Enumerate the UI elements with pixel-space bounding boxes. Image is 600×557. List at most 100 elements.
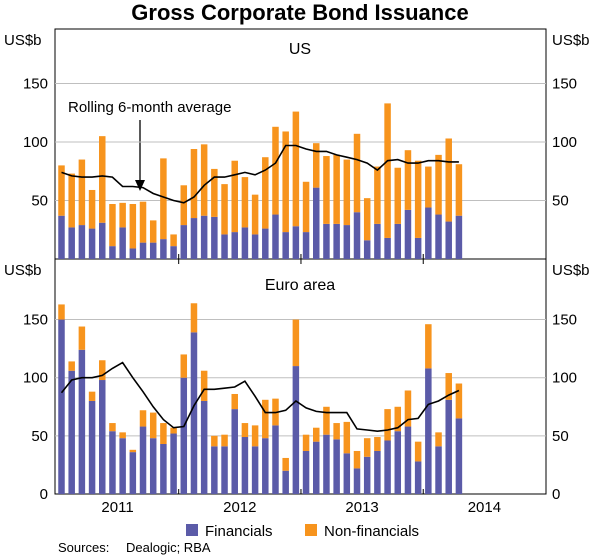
us-bar-financials (251, 234, 259, 259)
legend-swatch-non-financials (305, 524, 317, 536)
us-bar-non-financials (190, 149, 198, 219)
euro-bar-financials (160, 443, 167, 494)
euro-bar-non-financials (58, 304, 65, 320)
euro-bar-financials (251, 446, 259, 494)
euro-bar-non-financials (211, 435, 218, 447)
us-bar-non-financials (99, 136, 106, 223)
us-bar-financials (445, 221, 452, 259)
euro-bar-non-financials (221, 434, 228, 447)
euro-bar-non-financials (353, 450, 361, 469)
us-ytick-right: 150 (552, 76, 577, 93)
euro-bar-non-financials (88, 391, 96, 401)
us-bar-non-financials (129, 204, 137, 249)
us-bar-financials (160, 239, 167, 259)
us-bar-non-financials (363, 198, 371, 241)
legend-label-non-financials: Non-financials (324, 523, 419, 540)
euro-ytick-left: 0 (40, 486, 48, 503)
us-bar-financials (58, 215, 65, 259)
us-bar-financials (99, 222, 106, 259)
euro-bar-non-financials (170, 427, 177, 434)
us-bar-financials (109, 246, 116, 259)
euro-bar-non-financials (445, 373, 452, 400)
us-bar-non-financials (139, 201, 147, 243)
euro-bar-financials (129, 452, 137, 494)
euro-ytick-left: 150 (23, 312, 48, 329)
annotation-arrow-head (135, 180, 145, 191)
us-bar-financials (180, 225, 188, 259)
us-panel-title: US (289, 41, 311, 58)
sources-label: Sources: (58, 540, 109, 555)
euro-bar-non-financials (374, 437, 381, 451)
euro-bar-non-financials (160, 423, 167, 444)
chart-title: Gross Corporate Bond Issuance (131, 0, 468, 25)
us-ytick-left: 100 (23, 134, 48, 151)
us-bar-non-financials (414, 160, 422, 238)
euro-bar-non-financials (200, 370, 208, 401)
euro-bar-financials (282, 470, 289, 494)
us-bar-financials (374, 223, 381, 259)
euro-bar-financials (149, 438, 157, 494)
us-bar-financials (323, 223, 330, 259)
us-ytick-left: 50 (31, 193, 48, 210)
us-bar-financials (313, 187, 320, 259)
euro-bar-financials (200, 400, 208, 494)
euro-bar-non-financials (343, 421, 351, 454)
us-ytick-right: 100 (552, 134, 577, 151)
us-bar-non-financials (78, 159, 86, 226)
us-bar-non-financials (384, 103, 391, 238)
us-bar-non-financials (445, 138, 452, 222)
euro-bar-financials (221, 446, 228, 494)
euro-unit-right: US$b (552, 262, 590, 279)
euro-ytick-right: 0 (552, 486, 560, 503)
us-bar-non-financials (231, 160, 238, 233)
us-bar-financials (455, 215, 463, 259)
euro-bar-non-financials (231, 393, 238, 410)
us-rolling-average-line (61, 144, 459, 204)
euro-bar-non-financials (323, 406, 330, 435)
euro-panel-title: Euro area (265, 277, 335, 294)
euro-bar-financials (68, 370, 75, 494)
us-bar-financials (425, 207, 432, 259)
euro-bar-financials (435, 446, 442, 494)
us-bar-financials (241, 227, 249, 259)
us-bar-non-financials (262, 157, 269, 229)
us-bar-non-financials (435, 154, 442, 215)
euro-bar-non-financials (414, 441, 422, 462)
euro-bar-non-financials (190, 303, 198, 333)
euro-bar-financials (109, 431, 116, 494)
us-bar-financials (190, 218, 198, 259)
us-bar-financials (363, 240, 371, 259)
us-bar-non-financials (180, 185, 188, 226)
rolling-average-annotation: Rolling 6-month average (68, 99, 231, 116)
euro-bar-non-financials (384, 409, 391, 441)
euro-bar-non-financials (404, 390, 412, 427)
us-bar-financials (353, 212, 361, 259)
euro-bar-non-financials (313, 427, 320, 442)
us-bar-non-financials (313, 143, 320, 188)
euro-bar-financials (190, 332, 198, 494)
us-unit-right: US$b (552, 32, 590, 49)
euro-bar-non-financials (262, 399, 269, 439)
euro-bar-non-financials (302, 434, 310, 451)
us-bar-non-financials (343, 159, 351, 226)
euro-bar-financials (343, 453, 351, 494)
x-tick-label: 2011 (101, 499, 133, 516)
euro-bar-non-financials (394, 406, 402, 432)
us-bar-non-financials (221, 184, 228, 235)
euro-bar-financials (445, 399, 452, 494)
us-bar-non-financials (282, 131, 289, 233)
us-bar-financials (139, 242, 147, 259)
euro-ytick-left: 100 (23, 370, 48, 387)
x-tick-label: 2013 (345, 499, 378, 516)
us-bar-financials (343, 225, 351, 259)
us-unit-left: US$b (4, 32, 42, 49)
euro-bar-non-financials (282, 457, 289, 471)
legend-swatch-financials (186, 524, 198, 536)
us-bar-non-financials (160, 158, 167, 240)
euro-bar-non-financials (455, 383, 463, 419)
euro-ytick-right: 100 (552, 370, 577, 387)
euro-unit-left: US$b (4, 262, 42, 279)
euro-bar-non-financials (119, 432, 126, 439)
euro-bar-financials (272, 425, 279, 494)
